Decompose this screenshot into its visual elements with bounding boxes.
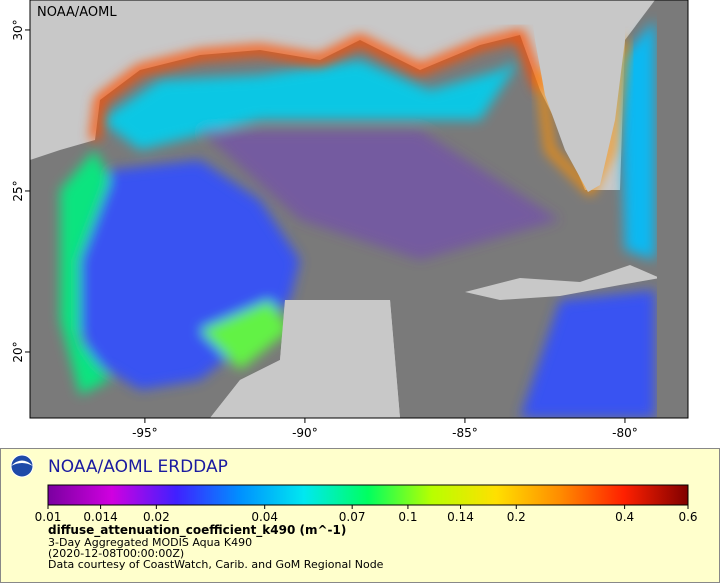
info-line: 3-Day Aggregated MODIS Aqua K490 — [48, 536, 252, 549]
colorbar-tick-label: 0.01 — [35, 510, 62, 524]
label-box — [33, 2, 117, 20]
colorbar-tick-label: 0.4 — [615, 510, 634, 524]
map-label: NOAA/AOML — [37, 5, 117, 20]
axes: -95° -90° -85° -80° 20° 25° 30° — [11, 19, 638, 440]
colorbar-tick-label: 0.1 — [398, 510, 417, 524]
info-line: (2020-12-08T00:00:00Z) — [48, 547, 184, 560]
colorbar-tick-label: 0.014 — [83, 510, 117, 524]
x-tick-label: -85° — [452, 426, 478, 440]
logo — [10, 454, 34, 478]
info-line: Data courtesy of CoastWatch, Carib. and … — [48, 558, 384, 571]
colorbar-tick-label: 0.14 — [447, 510, 474, 524]
map-image: NOAA/AOML — [30, 0, 688, 418]
y-tick-label: 25° — [11, 180, 25, 201]
yucatan — [210, 300, 400, 418]
colorbar-tick-label: 0.04 — [251, 510, 278, 524]
colorbar: 0.01 0.014 0.02 0.04 0.07 0.1 0.14 0.2 0.4 0.6 — [35, 484, 698, 524]
map-frame — [29, 0, 689, 419]
x-tick-label: -80° — [612, 426, 638, 440]
coastal-band — [90, 29, 545, 141]
colorbar-tick-label: 0.07 — [339, 510, 366, 524]
y-tick-label: 30° — [11, 19, 25, 40]
colorbar-tick-label: 0.2 — [507, 510, 526, 524]
x-tick-label: -95° — [132, 426, 158, 440]
colorbar-tick-label: 0.6 — [678, 510, 697, 524]
x-tick-label: -90° — [292, 426, 318, 440]
variable-name: diffuse_attenuation_coefficient_k490 (m^… — [48, 523, 346, 538]
no-data-strip — [657, 0, 688, 418]
legend-title: NOAA/AOML ERDDAP — [48, 457, 228, 477]
concentration-field — [60, 20, 655, 418]
colorbar-tick-label: 0.02 — [143, 510, 170, 524]
y-tick-label: 20° — [11, 341, 25, 362]
colorbar-bar — [47, 484, 689, 506]
florida — [530, 0, 625, 192]
cuba — [465, 265, 660, 300]
legend-panel — [0, 448, 720, 583]
